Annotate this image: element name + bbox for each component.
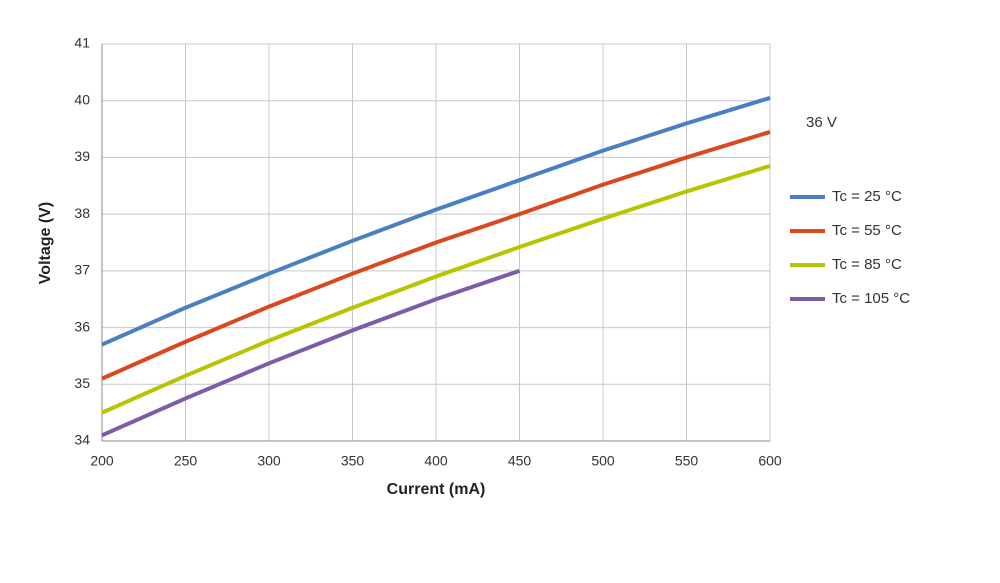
y-tick-label: 39 xyxy=(74,148,90,164)
x-tick-label: 450 xyxy=(508,453,532,469)
x-tick-label: 500 xyxy=(591,453,615,469)
x-tick-label: 300 xyxy=(257,453,281,469)
legend-label: Tc = 105 °C xyxy=(832,290,910,307)
y-tick-label: 34 xyxy=(74,432,90,448)
legend-label: Tc = 85 °C xyxy=(832,256,902,273)
y-tick-label: 35 xyxy=(74,375,90,391)
series-line xyxy=(101,268,521,438)
legend-label: Tc = 25 °C xyxy=(832,188,902,205)
x-tick-label: 400 xyxy=(424,453,448,469)
annotation: 36 V xyxy=(806,114,837,131)
y-tick-label: 40 xyxy=(74,91,90,107)
y-tick-label: 37 xyxy=(74,262,90,278)
x-axis-title: Current (mA) xyxy=(387,481,486,498)
x-tick-label: 550 xyxy=(675,453,699,469)
y-axis-title: Voltage (V) xyxy=(37,202,54,284)
x-tick-label: 350 xyxy=(341,453,365,469)
legend-label: Tc = 55 °C xyxy=(832,222,902,239)
x-tick-label: 600 xyxy=(758,453,782,469)
y-tick-label: 38 xyxy=(74,205,90,221)
series-line xyxy=(101,129,771,381)
series-line xyxy=(101,95,771,347)
x-tick-label: 250 xyxy=(174,453,198,469)
series-line xyxy=(101,164,771,415)
y-tick-label: 36 xyxy=(74,318,90,334)
y-tick-label: 41 xyxy=(74,35,90,51)
x-tick-label: 200 xyxy=(90,453,114,469)
